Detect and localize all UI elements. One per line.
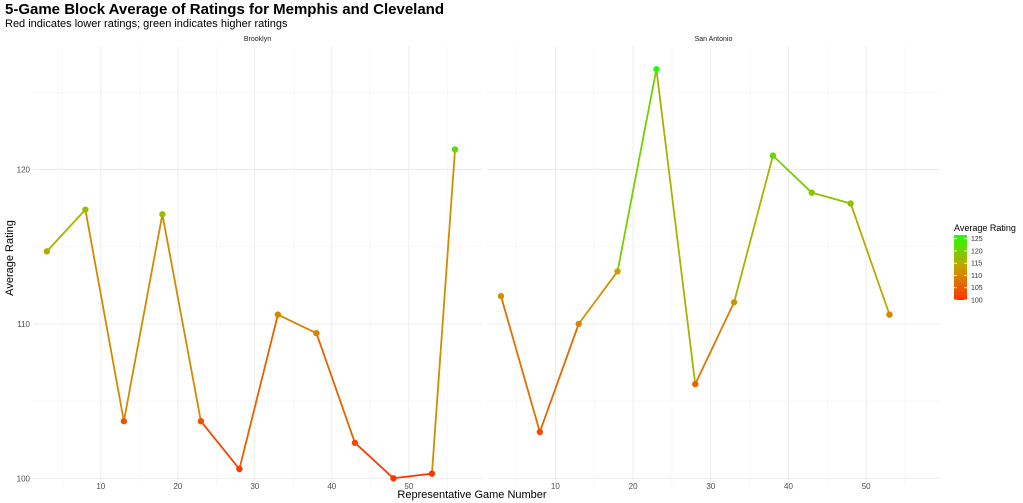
data-point bbox=[847, 200, 854, 207]
facet-label: San Antonio bbox=[695, 36, 733, 43]
series-line-segment bbox=[772, 154, 813, 194]
series-line-segment bbox=[733, 154, 774, 304]
legend-colorbar bbox=[954, 235, 967, 300]
series-line-segment bbox=[45, 208, 87, 253]
series-line-segment bbox=[238, 313, 279, 470]
legend-tick-label: 110 bbox=[971, 273, 982, 280]
series-line-segment bbox=[431, 148, 456, 475]
data-point bbox=[730, 299, 738, 306]
series-line-segment bbox=[810, 191, 852, 205]
series-line-segment bbox=[161, 213, 202, 423]
data-point bbox=[497, 292, 505, 300]
data-point bbox=[82, 206, 89, 213]
legend-tick-label: 100 bbox=[971, 298, 983, 305]
data-point bbox=[197, 417, 205, 425]
data-point bbox=[653, 65, 660, 73]
chart-title: 5-Game Block Average of Ratings for Memp… bbox=[5, 1, 444, 18]
legend-tick-label: 105 bbox=[971, 285, 983, 292]
y-axis-title: Average Rating bbox=[4, 220, 16, 296]
legend-tick-label: 125 bbox=[971, 236, 983, 243]
series-line-segment bbox=[199, 420, 241, 470]
series-line-segment bbox=[84, 208, 125, 423]
x-tick-label: 20 bbox=[173, 482, 182, 491]
x-tick-label: 30 bbox=[250, 482, 259, 491]
panels: Brooklyn 10 20 30 40 50 100 110 120 San Antonio 10… bbox=[17, 36, 940, 491]
data-point bbox=[390, 475, 397, 482]
x-tick-label: 50 bbox=[404, 482, 413, 491]
facet-label: Brooklyn bbox=[244, 36, 271, 43]
x-tick-label: 40 bbox=[327, 482, 336, 491]
series-line-segment bbox=[277, 313, 318, 335]
series-line-segment bbox=[500, 295, 541, 433]
x-axis-title: Representative Game Number bbox=[397, 489, 547, 501]
series-line-segment bbox=[122, 213, 164, 423]
legend-tick-label: 115 bbox=[971, 261, 982, 268]
x-tick-label: 40 bbox=[784, 482, 793, 491]
legend-title: Average Rating bbox=[954, 223, 1016, 233]
series-line-segment bbox=[354, 441, 395, 480]
x-tick-label: 30 bbox=[706, 482, 715, 491]
data-point bbox=[692, 380, 699, 388]
data-point bbox=[451, 146, 459, 153]
data-point bbox=[428, 470, 436, 477]
x-tick-label: 50 bbox=[862, 482, 871, 491]
series-line-segment bbox=[315, 332, 356, 444]
panel-brooklyn: Brooklyn 10 20 30 40 50 100 110 120 bbox=[17, 36, 482, 491]
chart-subtitle: Red indicates lower ratings; green indic… bbox=[5, 18, 288, 30]
data-point bbox=[575, 320, 582, 328]
data-point bbox=[236, 465, 243, 473]
data-point bbox=[769, 152, 777, 159]
series-line-segment bbox=[616, 68, 658, 273]
data-point bbox=[120, 417, 128, 425]
series-line-segment bbox=[655, 68, 697, 386]
data-point bbox=[536, 428, 544, 436]
x-tick-label: 10 bbox=[551, 482, 560, 491]
y-tick-label: 110 bbox=[17, 320, 30, 329]
data-point bbox=[313, 329, 320, 337]
legend-tick-label: 120 bbox=[971, 248, 983, 255]
data-point bbox=[886, 311, 893, 318]
data-point bbox=[159, 211, 166, 218]
data-point bbox=[351, 439, 359, 446]
data-point bbox=[808, 189, 815, 196]
legend: Average Rating 125 120 115 110 105 100 bbox=[954, 223, 1016, 305]
panel-san-antonio: San Antonio 10 20 30 40 50 bbox=[487, 36, 940, 491]
series-line-segment bbox=[392, 472, 433, 480]
x-tick-label: 20 bbox=[629, 482, 638, 491]
y-tick-label: 120 bbox=[17, 166, 31, 175]
series-line-segment bbox=[849, 202, 891, 316]
series-line-segment bbox=[694, 301, 735, 386]
data-point bbox=[43, 248, 51, 255]
series-line-segment bbox=[577, 270, 619, 325]
data-point bbox=[274, 311, 282, 318]
x-tick-label: 10 bbox=[96, 482, 105, 491]
legend-ticks: 125 120 115 110 105 100 bbox=[954, 236, 983, 305]
data-point bbox=[614, 268, 621, 275]
series-line-segment bbox=[538, 322, 580, 433]
y-tick-label: 100 bbox=[17, 474, 31, 483]
